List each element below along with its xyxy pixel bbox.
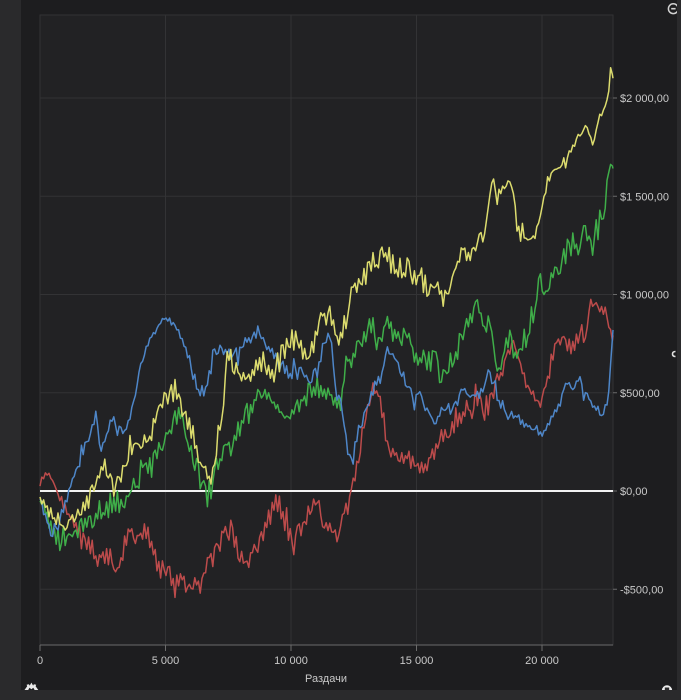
svg-text:$0,00: $0,00 bbox=[620, 486, 648, 498]
svg-text:Раздачи: Раздачи bbox=[305, 673, 347, 685]
svg-text:15 000: 15 000 bbox=[400, 655, 434, 667]
svg-text:10 000: 10 000 bbox=[274, 655, 308, 667]
svg-text:-$500,00: -$500,00 bbox=[620, 584, 663, 596]
svg-text:$500,00: $500,00 bbox=[620, 388, 660, 400]
svg-text:$1 500,00: $1 500,00 bbox=[620, 191, 669, 203]
svg-text:0: 0 bbox=[37, 655, 43, 667]
svg-text:20 000: 20 000 bbox=[525, 655, 559, 667]
svg-text:$2 000,00: $2 000,00 bbox=[620, 93, 669, 105]
svg-text:5 000: 5 000 bbox=[152, 655, 180, 667]
svg-text:$1 000,00: $1 000,00 bbox=[620, 290, 669, 302]
